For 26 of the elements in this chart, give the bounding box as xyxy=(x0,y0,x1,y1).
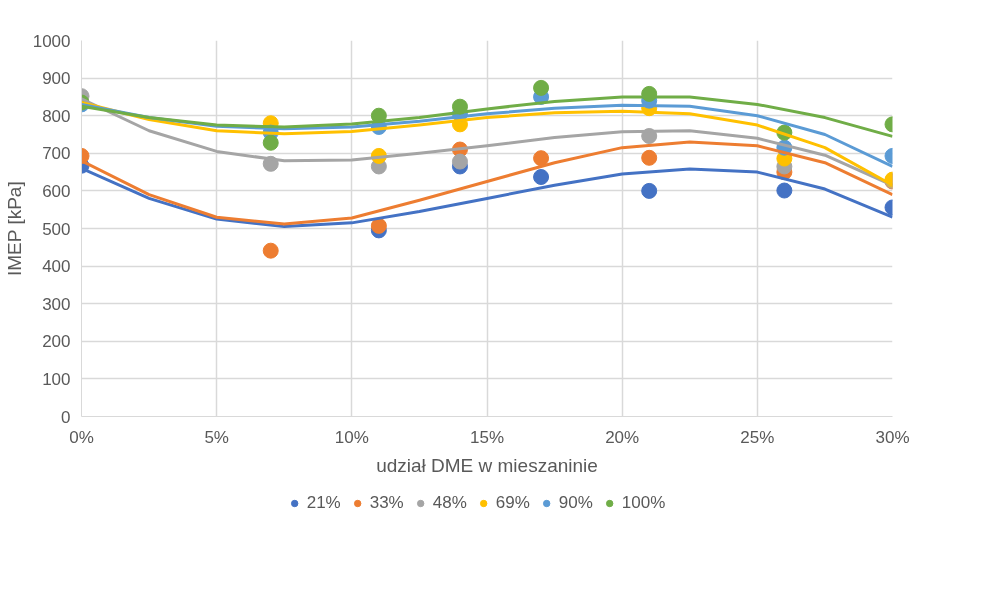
y-tick-label: 700 xyxy=(42,144,71,164)
y-tick-label: 400 xyxy=(42,257,71,277)
y-tick-label: 0 xyxy=(61,407,71,427)
y-tick-label: 800 xyxy=(42,106,71,126)
x-tick-label: 20% xyxy=(605,427,640,447)
x-tick-label: 15% xyxy=(469,427,505,447)
x-tick-label: 10% xyxy=(334,427,369,447)
x-tick-label: 5% xyxy=(204,427,229,447)
y-axis-title: IMEP [kPa] xyxy=(3,181,25,277)
legend-label: 48% xyxy=(432,493,467,513)
x-tick-label: 0% xyxy=(69,427,94,447)
y-tick-label: 300 xyxy=(42,294,71,314)
y-tick-label: 600 xyxy=(42,181,71,201)
legend-label: 33% xyxy=(369,493,404,513)
legend-label: 69% xyxy=(495,493,530,513)
x-tick-label: 30% xyxy=(875,427,910,447)
legend-label: 90% xyxy=(558,493,593,513)
x-axis-title: udział DME w mieszaninie xyxy=(376,454,598,476)
y-tick-label: 200 xyxy=(42,332,71,352)
legend-label: 21% xyxy=(306,493,341,513)
y-tick-label: 900 xyxy=(42,69,71,89)
y-tick-label: 500 xyxy=(42,219,71,239)
x-tick-label: 25% xyxy=(740,427,775,447)
y-tick-label: 100 xyxy=(42,369,71,389)
legend-label: 100% xyxy=(621,493,666,513)
y-tick-label: 1000 xyxy=(32,31,71,51)
